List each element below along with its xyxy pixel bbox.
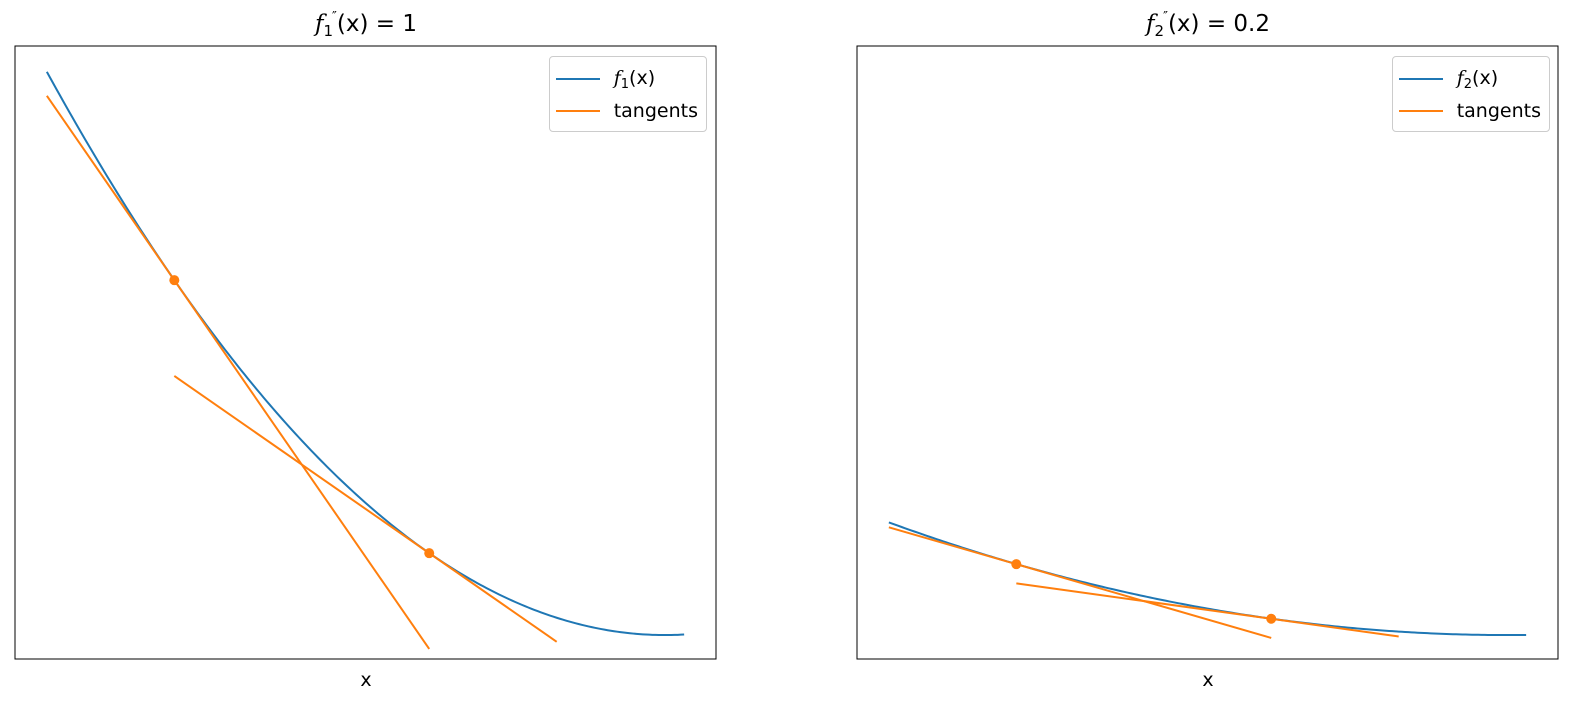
title-prime: ″ <box>1163 10 1168 25</box>
chart-title: f1″(x) = 1 <box>315 10 417 40</box>
curve-line <box>45 71 685 637</box>
tangent-point-2 <box>424 548 435 559</box>
legend-entry-curve: f2(x) <box>1398 63 1541 95</box>
tangent-line-2 <box>173 375 558 643</box>
tangent-point-1 <box>169 275 180 286</box>
legend-entry-tangents: tangents <box>555 95 698 127</box>
title-prime: ″ <box>332 10 337 25</box>
legend-swatch-tangents <box>555 110 600 112</box>
tangent-line-2 <box>1016 582 1399 638</box>
legend-label-curve: f1(x) <box>613 66 656 92</box>
tangent-point-1 <box>1011 559 1022 570</box>
tangent-line-1 <box>888 526 1272 639</box>
axes-frame <box>856 45 1559 660</box>
legend-swatch-curve <box>1398 78 1443 80</box>
x-axis-label: x <box>360 669 371 691</box>
legend: f1(x) tangents <box>548 56 707 132</box>
plot-area: x <box>14 45 717 691</box>
legend: f2(x) tangents <box>1391 56 1550 132</box>
legend-entry-tangents: tangents <box>1398 95 1541 127</box>
title-sub: 1 <box>323 22 334 40</box>
chart-title: f2″(x) = 0.2 <box>1146 10 1270 40</box>
legend-swatch-curve <box>555 78 600 80</box>
legend-swatch-tangents <box>1398 110 1443 112</box>
legend-label-tangents: tangents <box>613 100 698 122</box>
axes-frame <box>14 45 717 660</box>
legend-label-curve: f2(x) <box>1456 66 1499 92</box>
legend-entry-curve: f1(x) <box>555 63 698 95</box>
title-sub: 2 <box>1154 22 1165 40</box>
chart-panel-2: f2″(x) = 0.2 x f2(x) tangents <box>787 0 1574 702</box>
title-rest: (x) = 0.2 <box>1167 11 1270 37</box>
title-func: f <box>1146 11 1155 37</box>
x-axis-label: x <box>1202 669 1213 691</box>
tangent-point-2 <box>1266 613 1277 624</box>
chart-panel-1: f1″(x) = 1 x f1(x) tangents <box>14 10 717 691</box>
tangent-line-1 <box>46 95 431 650</box>
plot-area: x <box>856 45 1559 691</box>
title-rest: (x) = 1 <box>336 11 418 37</box>
curve-line <box>888 521 1527 637</box>
legend-label-tangents: tangents <box>1456 100 1541 122</box>
title-func: f <box>314 11 324 37</box>
